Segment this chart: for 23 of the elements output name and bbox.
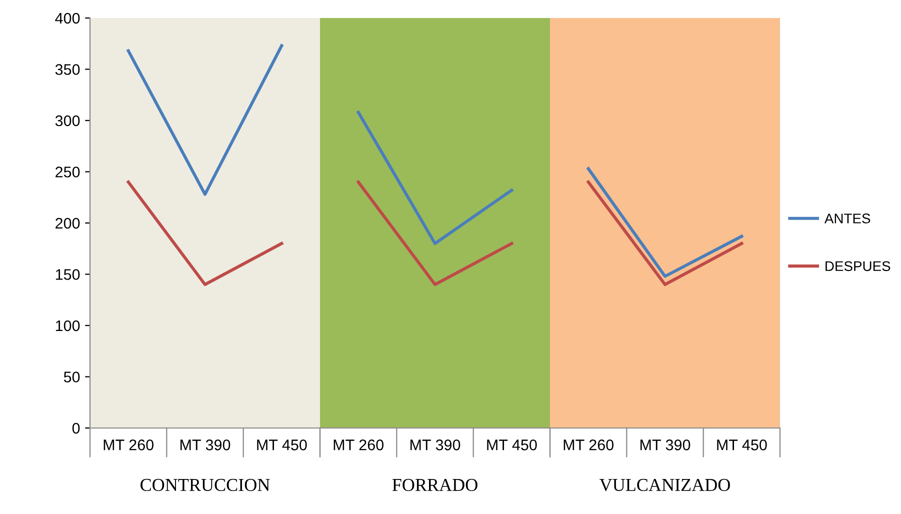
x-axis-title: VULCANIZADO bbox=[600, 478, 730, 492]
y-tick-label: 350 bbox=[55, 64, 80, 75]
y-tick-label: 400 bbox=[55, 12, 80, 24]
x-axis-title: CONTRUCCION bbox=[140, 478, 270, 492]
legend-label: DESPUES bbox=[826, 261, 890, 272]
x-axis-title: FORRADO bbox=[392, 478, 478, 492]
x-tick-label: MT 390 bbox=[410, 440, 460, 450]
x-tick-label: MT 450 bbox=[257, 440, 307, 450]
x-tick-label: MT 390 bbox=[180, 440, 230, 450]
y-tick-label: 250 bbox=[56, 166, 80, 178]
legend-label: ANTES bbox=[824, 214, 870, 224]
x-tick-label: MT 450 bbox=[487, 440, 537, 450]
x-tick-label: MT 260 bbox=[564, 440, 614, 450]
y-tick-label: 100 bbox=[56, 320, 80, 332]
y-tick-label: 50 bbox=[64, 372, 80, 382]
y-tick-label: 200 bbox=[56, 218, 80, 229]
x-tick-label: MT 260 bbox=[104, 440, 154, 450]
y-tick-label: 150 bbox=[56, 269, 80, 280]
x-tick-label: MT 390 bbox=[640, 440, 690, 450]
y-tick-label: 300 bbox=[55, 115, 80, 126]
x-tick-label: MT 260 bbox=[334, 440, 384, 450]
y-tick-label: 0 bbox=[72, 422, 80, 434]
x-tick-label: MT 450 bbox=[717, 440, 767, 450]
